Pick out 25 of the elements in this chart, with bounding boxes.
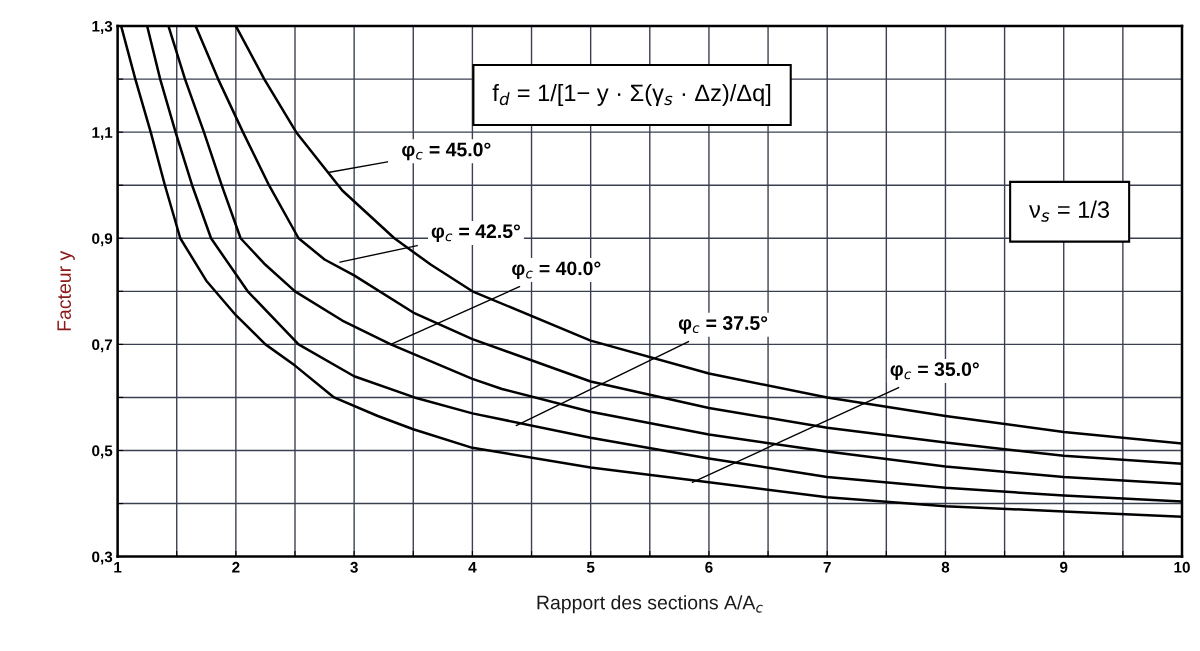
y-tick-label: 0,9 [92, 233, 113, 247]
x-tick-label: 2 [232, 561, 240, 573]
y-tick-label: 0,3 [92, 551, 113, 565]
annotation: φ$_{c}$ = 40.0° [512, 261, 601, 280]
annotation: φ$_{c}$ = 42.5° [431, 224, 520, 242]
x-axis-title: Rapport des sections A/A$_{c}$ [537, 595, 763, 614]
x-tick-label: 6 [705, 561, 713, 573]
x-tick-label: 9 [1060, 561, 1068, 573]
x-tick-label: 1 [114, 562, 122, 573]
y-tick-label: 0,7 [92, 339, 113, 353]
x-tick-label: 3 [350, 561, 358, 573]
annotation: φ$_{c}$ = 35.0° [890, 362, 979, 380]
x-tick-label: 7 [823, 562, 831, 573]
annotation: ν$_{s}$ = 1/3 [1029, 200, 1110, 222]
x-tick-label: 5 [586, 562, 595, 573]
y-tick-label: 1,3 [92, 20, 113, 34]
y-tick-label: 0,5 [92, 445, 113, 459]
annotation: φ$_{c}$ = 37.5° [678, 316, 768, 334]
x-tick-label: 4 [468, 562, 477, 573]
y-axis-title: Facteur y [57, 250, 75, 331]
y-tick-label: 1,1 [92, 127, 113, 141]
x-tick-label: 10 [1174, 561, 1190, 573]
annotation: φ$_{c}$ = 45.0° [402, 142, 491, 161]
x-tick-label: 8 [941, 561, 950, 573]
annotation: f$_{d}$ = 1/[1− y · Σ(γ$_{s}$ · Δz)/Δq] [492, 83, 771, 106]
